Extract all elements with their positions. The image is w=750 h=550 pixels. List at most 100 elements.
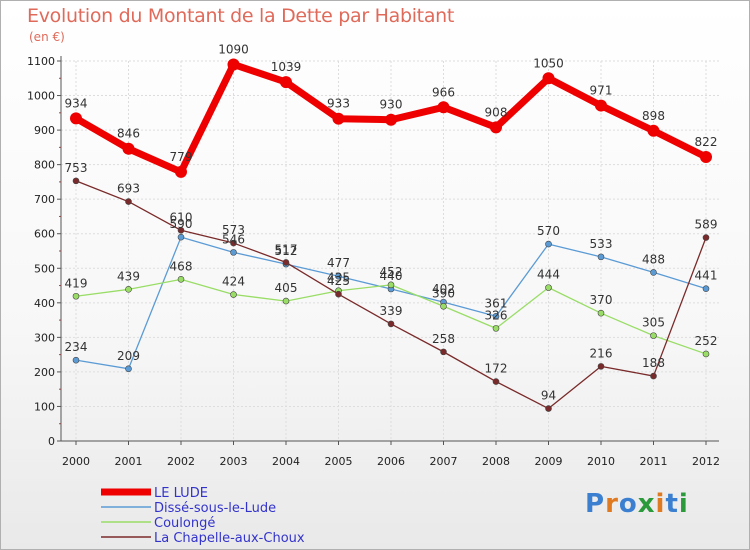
data-point bbox=[545, 284, 552, 291]
data-label: 1050 bbox=[533, 56, 564, 70]
data-point bbox=[650, 332, 657, 339]
data-label: 390 bbox=[432, 286, 455, 300]
logo-letter: i bbox=[655, 489, 666, 519]
logo-letter: P bbox=[585, 489, 606, 519]
data-point bbox=[492, 312, 500, 320]
data-label: 468 bbox=[170, 259, 193, 273]
data-label: 435 bbox=[327, 271, 350, 285]
logo-letter: t bbox=[665, 489, 679, 519]
data-point bbox=[440, 302, 447, 310]
data-point bbox=[125, 286, 132, 293]
legend-label: La Chapelle-aux-Choux bbox=[154, 531, 305, 546]
logo-letter: x bbox=[637, 489, 656, 519]
data-point bbox=[492, 378, 500, 385]
data-point bbox=[175, 165, 187, 178]
data-label: 533 bbox=[590, 237, 613, 251]
data-point bbox=[72, 356, 80, 364]
data-label: 209 bbox=[117, 349, 140, 363]
data-point bbox=[177, 226, 185, 234]
data-point bbox=[492, 325, 500, 332]
data-label: 512 bbox=[275, 244, 298, 258]
data-label: 1090 bbox=[218, 42, 249, 56]
data-point bbox=[282, 259, 290, 266]
data-label: 419 bbox=[65, 276, 88, 290]
data-point bbox=[230, 239, 237, 247]
series-lines bbox=[70, 58, 712, 412]
data-point bbox=[227, 58, 240, 71]
data-point bbox=[647, 124, 660, 137]
legend-label: Dissé-sous-le-Lude bbox=[154, 501, 276, 516]
data-label: 425 bbox=[327, 274, 350, 288]
data-label: 216 bbox=[590, 346, 613, 360]
data-point bbox=[597, 309, 605, 317]
data-point bbox=[385, 113, 397, 126]
data-label: 488 bbox=[642, 252, 665, 266]
data-point bbox=[542, 72, 555, 85]
y-tick-label: 100 bbox=[34, 400, 55, 413]
chart-unit: (en €) bbox=[29, 30, 65, 44]
x-tick-label: 2006 bbox=[377, 455, 405, 468]
data-label: 339 bbox=[380, 304, 403, 318]
y-tick-label: 200 bbox=[34, 366, 55, 379]
data-point bbox=[177, 276, 185, 283]
data-point bbox=[702, 285, 710, 292]
data-label: 846 bbox=[117, 127, 140, 141]
data-label: 610 bbox=[170, 210, 193, 224]
data-point bbox=[545, 240, 552, 248]
data-label: 966 bbox=[432, 85, 455, 99]
data-point bbox=[597, 253, 605, 261]
x-tick-label: 2000 bbox=[62, 455, 90, 468]
y-tick-label: 400 bbox=[34, 297, 55, 310]
data-point bbox=[125, 198, 132, 205]
x-tick-label: 2003 bbox=[220, 455, 248, 468]
y-tick-label: 0 bbox=[48, 435, 55, 448]
data-label: 94 bbox=[541, 389, 556, 403]
data-point bbox=[122, 142, 135, 155]
logo-letter: o bbox=[618, 489, 638, 519]
data-point bbox=[597, 363, 605, 370]
x-tick-label: 2008 bbox=[482, 455, 510, 468]
chart-title: Evolution du Montant de la Dette par Hab… bbox=[27, 5, 455, 27]
data-label: 252 bbox=[695, 334, 718, 348]
data-label: 477 bbox=[327, 256, 350, 270]
data-label: 753 bbox=[65, 161, 88, 175]
data-point bbox=[177, 233, 185, 241]
data-point bbox=[387, 320, 395, 328]
data-label: 933 bbox=[327, 97, 350, 111]
legend-label: LE LUDE bbox=[154, 486, 208, 501]
y-tick-label: 1000 bbox=[27, 90, 55, 103]
data-label: 370 bbox=[590, 293, 613, 307]
x-tick-label: 2004 bbox=[272, 455, 300, 468]
data-point bbox=[387, 281, 395, 289]
data-label: 441 bbox=[695, 269, 718, 283]
data-label: 440 bbox=[380, 269, 403, 283]
data-label: 517 bbox=[275, 242, 298, 256]
data-point bbox=[72, 292, 80, 300]
data-point bbox=[440, 348, 447, 356]
data-label: 589 bbox=[695, 218, 718, 232]
data-label: 305 bbox=[642, 316, 665, 330]
data-point bbox=[650, 372, 657, 380]
data-label: 570 bbox=[537, 224, 560, 238]
y-tick-label: 500 bbox=[34, 262, 55, 275]
data-point bbox=[230, 291, 237, 298]
data-point bbox=[702, 350, 710, 358]
x-tick-label: 2005 bbox=[325, 455, 353, 468]
data-point bbox=[125, 365, 132, 373]
data-point bbox=[650, 269, 657, 276]
y-tick-label: 600 bbox=[34, 228, 55, 241]
x-tick-label: 2007 bbox=[430, 455, 458, 468]
data-label: 971 bbox=[590, 84, 613, 98]
proxiti-logo: Proxiti bbox=[585, 489, 689, 519]
data-label: 188 bbox=[642, 356, 665, 370]
y-tick-label: 1100 bbox=[27, 55, 55, 68]
axes: 0 100 200 300 400 500 600 700 800 900 1000 1100 2000… bbox=[27, 55, 720, 468]
data-point bbox=[230, 249, 237, 256]
legend-label: Coulongé bbox=[154, 516, 215, 531]
data-label: 234 bbox=[65, 340, 88, 354]
data-point bbox=[490, 121, 502, 134]
x-tick-label: 2011 bbox=[640, 455, 668, 468]
data-label: 590 bbox=[170, 217, 193, 231]
